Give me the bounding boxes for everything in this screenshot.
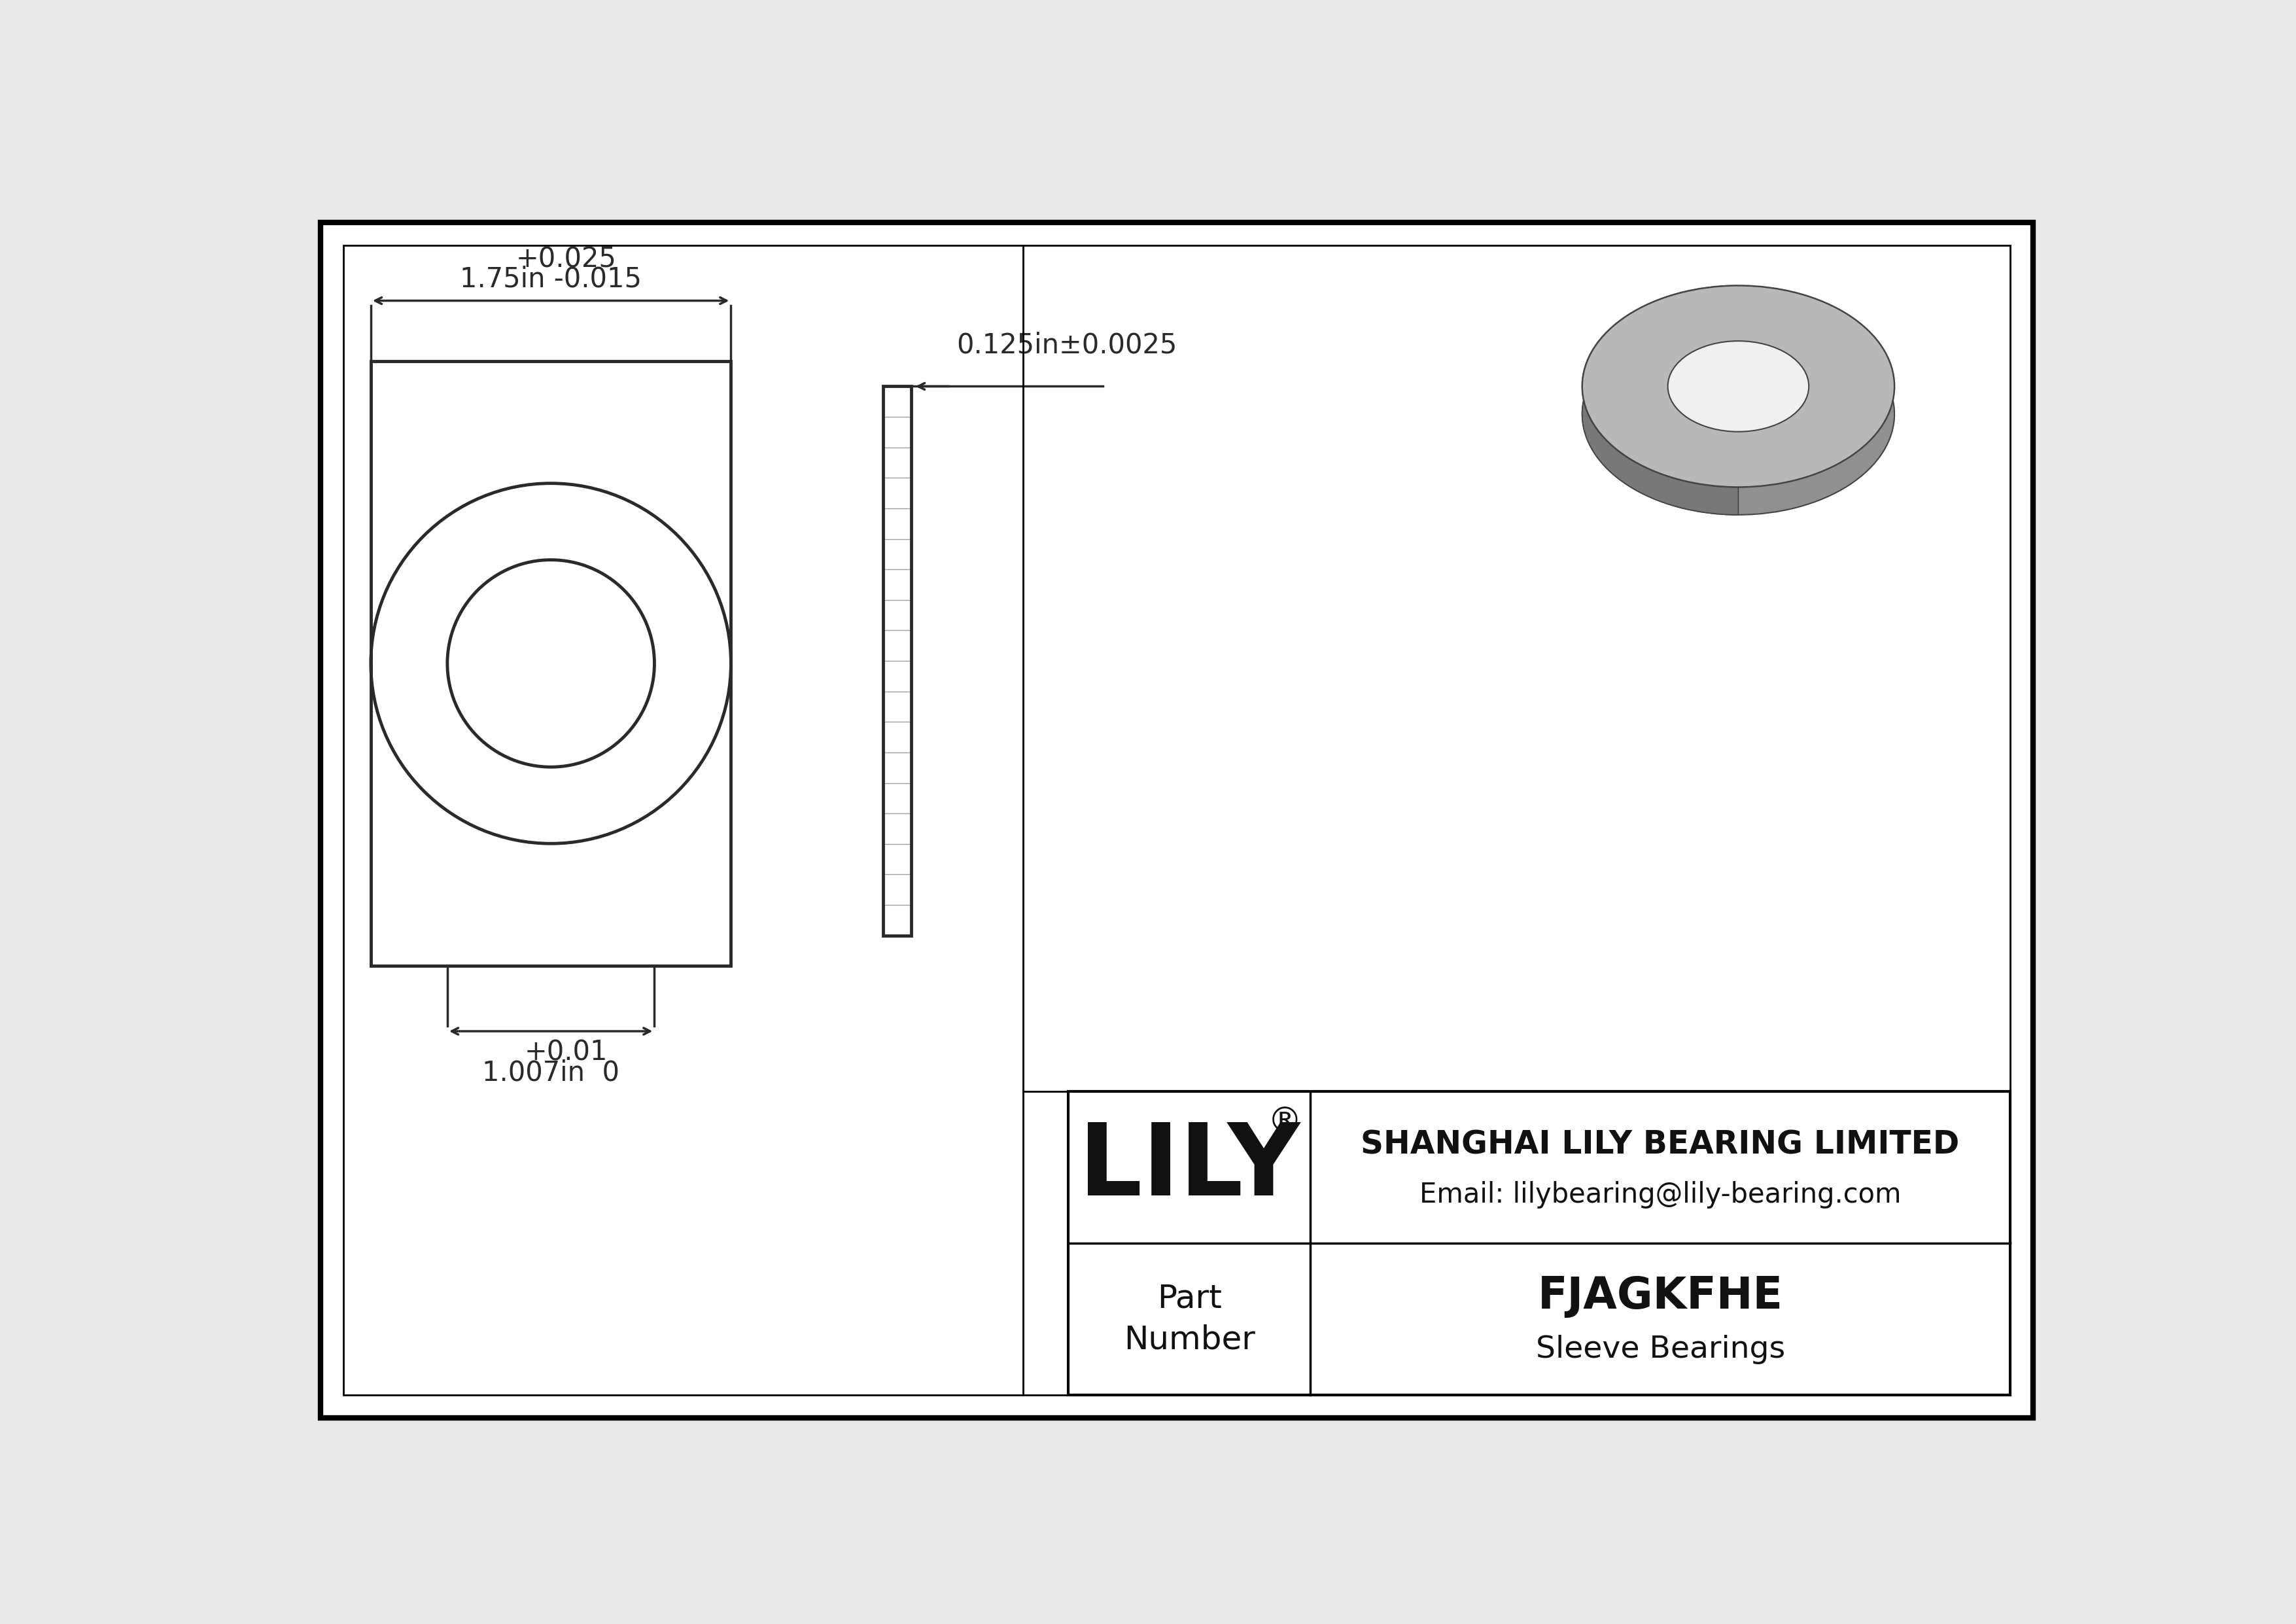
Text: +0.025: +0.025 (517, 245, 615, 273)
Text: Sleeve Bearings: Sleeve Bearings (1536, 1335, 1784, 1364)
Text: Email: lilybearing@lily-bearing.com: Email: lilybearing@lily-bearing.com (1419, 1181, 1901, 1208)
Ellipse shape (1667, 369, 1809, 460)
Bar (884, 387, 912, 935)
Text: 1.75in -0.015: 1.75in -0.015 (459, 266, 643, 292)
Text: LILY: LILY (1079, 1119, 1300, 1216)
Ellipse shape (1667, 341, 1809, 432)
Bar (1068, 1091, 2011, 1395)
Ellipse shape (1582, 313, 1894, 515)
Polygon shape (1582, 286, 1738, 515)
Text: +0.01: +0.01 (523, 1039, 608, 1067)
Ellipse shape (1582, 286, 1894, 487)
Text: 0.125in±0.0025: 0.125in±0.0025 (957, 331, 1178, 359)
Text: ®: ® (1267, 1106, 1302, 1138)
Text: Part
Number: Part Number (1123, 1283, 1256, 1356)
Polygon shape (1667, 341, 1738, 460)
Text: 1.007in  0: 1.007in 0 (482, 1059, 620, 1086)
Bar (372, 361, 730, 966)
Text: FJAGKFHE: FJAGKFHE (1538, 1275, 1784, 1319)
Text: SHANGHAI LILY BEARING LIMITED: SHANGHAI LILY BEARING LIMITED (1362, 1129, 1958, 1161)
